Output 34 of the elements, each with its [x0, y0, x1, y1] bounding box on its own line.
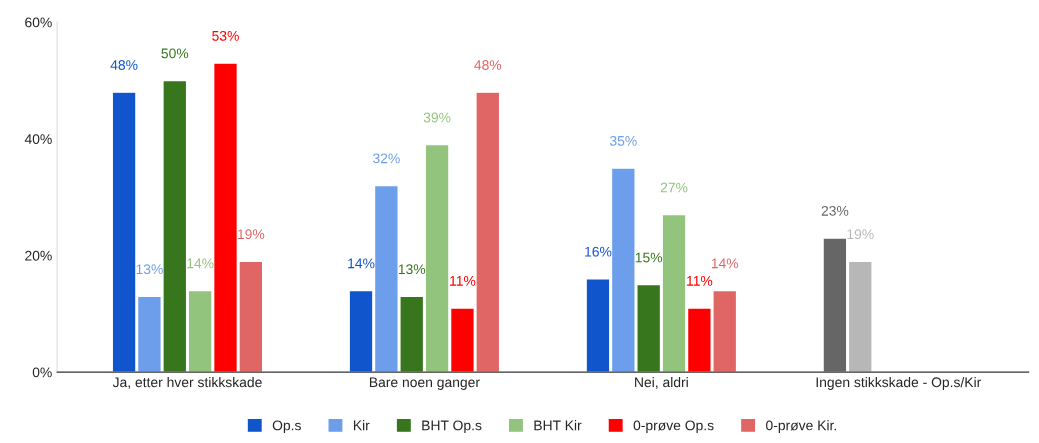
data-label: 35%	[609, 135, 637, 146]
data-label: 14%	[348, 258, 375, 269]
data-label: 48%	[110, 60, 138, 70]
x-tick-label: Bare noen ganger	[369, 377, 480, 390]
legend-label: Kir	[353, 420, 370, 431]
legend-label: BHT Op.s	[422, 420, 482, 434]
legend-label: 0-prøve Kir.	[766, 420, 836, 434]
x-tick-label: Ja, etter hver stikkskade	[112, 376, 262, 389]
data-label: 11%	[450, 275, 476, 286]
data-label: 14%	[187, 258, 214, 269]
legend-label: BHT Kir	[534, 420, 582, 431]
data-label: 15%	[635, 252, 663, 263]
y-tick-label: 20%	[25, 250, 52, 261]
y-tick-label: 40%	[24, 134, 52, 144]
data-label: 53%	[212, 30, 239, 41]
data-label: 19%	[238, 229, 265, 240]
data-label: 13%	[398, 264, 426, 275]
data-label: 39%	[423, 112, 451, 123]
data-label: 23%	[821, 205, 849, 216]
y-tick-label: 0%	[32, 367, 52, 378]
y-tick-label: 60%	[25, 17, 52, 28]
data-label: 14%	[711, 258, 739, 269]
data-label: 11%	[687, 275, 713, 286]
x-tick-label: Nei, aldri	[635, 376, 688, 389]
legend-label: 0-prøve Op.s	[633, 420, 714, 434]
data-label: 27%	[660, 182, 688, 193]
data-label: 13%	[136, 264, 163, 275]
legend-label: Op.s	[272, 420, 301, 434]
data-label: 16%	[585, 246, 612, 257]
data-label: 48%	[474, 60, 502, 70]
x-tick-label: Ingen stikkskade - Op.s/Kir	[816, 376, 982, 390]
data-label: 19%	[847, 229, 874, 240]
data-label: 32%	[373, 153, 400, 164]
data-label: 50%	[161, 48, 189, 59]
